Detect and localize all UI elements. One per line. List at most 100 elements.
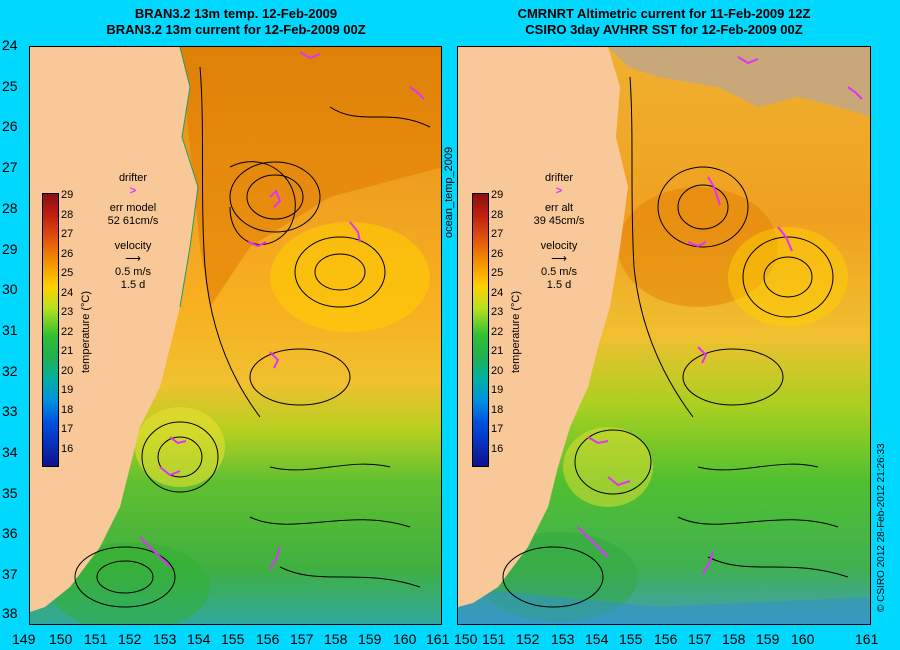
colorbar-tick: 22 xyxy=(61,325,74,338)
current-streamlines xyxy=(74,66,431,608)
colorbar-tick: 26 xyxy=(61,247,74,260)
lon-tick: 149 xyxy=(12,631,36,647)
colorbar-tick: 16 xyxy=(491,442,504,455)
lat-tick: 34 xyxy=(2,444,18,460)
lat-tick: 29 xyxy=(2,241,18,257)
colorbar-tick: 21 xyxy=(491,345,504,357)
left-legend: drifter > err model 52 61cm/s velocity ⟶… xyxy=(98,172,168,292)
drifter-tracks xyxy=(577,56,863,575)
longitude-axis: 149 150 151 152 153 154 155 156 157 158 … xyxy=(0,632,900,648)
land-australia xyxy=(30,47,198,612)
lat-tick: 28 xyxy=(2,200,18,216)
colorbar-tick: 28 xyxy=(61,208,74,221)
lat-tick: 25 xyxy=(2,78,18,94)
lon-tick: 160 xyxy=(393,631,417,647)
colorbar-gradient xyxy=(42,193,59,467)
colorbar-tick: 23 xyxy=(61,306,74,318)
drifter-label: drifter xyxy=(118,172,148,184)
lon-tick: 150 xyxy=(49,631,73,647)
colorbar-tick: 26 xyxy=(491,247,504,260)
copyright: © CSIRO 2012 28-Feb-2012 21:26:33 xyxy=(876,443,887,612)
side-label: ocean_temp_2009 xyxy=(443,146,455,238)
colorbar-tick: 27 xyxy=(491,228,504,240)
colorbar-ticks: 29 28 27 26 25 24 23 22 21 20 19 18 17 1… xyxy=(61,190,73,463)
lon-tick: 154 xyxy=(187,631,211,647)
colorbar-tick: 29 xyxy=(61,189,74,201)
left-title-line2: BRAN3.2 13m current for 12-Feb-2009 00Z xyxy=(106,22,366,37)
lon-tick: 160 xyxy=(791,631,815,647)
colorbar-tick: 22 xyxy=(491,325,504,338)
velocity-arrow: ⟶ xyxy=(125,253,141,265)
velocity-label: velocity xyxy=(114,240,152,252)
right-title-line2: CSIRO 3day AVHRR SST for 12-Feb-2009 00Z xyxy=(525,22,803,37)
lon-tick: 158 xyxy=(324,631,348,647)
colorbar-gradient xyxy=(472,193,489,467)
lon-tick: 152 xyxy=(118,631,142,647)
drifter-tracks xyxy=(139,51,425,570)
lon-tick: 155 xyxy=(221,631,245,647)
lat-tick: 24 xyxy=(2,37,18,53)
velocity-time: 1.5 d xyxy=(120,279,146,291)
colorbar-tick: 24 xyxy=(491,286,504,299)
colorbar-tick: 28 xyxy=(491,208,504,221)
lat-tick: 33 xyxy=(2,403,18,419)
lat-tick: 37 xyxy=(2,566,18,582)
lon-tick: 157 xyxy=(290,631,314,647)
left-map-panel xyxy=(29,46,442,625)
lon-tick: 153 xyxy=(551,631,575,647)
lat-tick: 38 xyxy=(2,605,18,621)
lon-tick: 152 xyxy=(516,631,540,647)
lat-tick: 30 xyxy=(2,281,18,297)
colorbar-tick: 24 xyxy=(61,286,74,299)
warm-eddy-east xyxy=(728,227,848,327)
lon-tick: 156 xyxy=(654,631,678,647)
left-map xyxy=(30,47,441,624)
lon-tick: 156 xyxy=(256,631,280,647)
err-value: 39 45cm/s xyxy=(533,215,585,227)
colorbar-tick: 18 xyxy=(61,403,74,416)
lat-tick: 35 xyxy=(2,485,18,501)
cold-eddy xyxy=(563,427,653,507)
lat-tick: 26 xyxy=(2,118,18,134)
colorbar-tick: 27 xyxy=(61,228,74,240)
velocity-scale: 0.5 m/s xyxy=(114,266,152,278)
colorbar-label: temperature (°C) xyxy=(510,290,522,373)
colorbar-tick: 20 xyxy=(61,364,74,377)
right-title-line1: CMRNRT Altimetric current for 11-Feb-200… xyxy=(517,6,811,21)
velocity-label: velocity xyxy=(540,240,578,252)
lon-tick: 151 xyxy=(84,631,108,647)
velocity-scale: 0.5 m/s xyxy=(540,266,578,278)
left-title: BRAN3.2 13m temp. 12-Feb-2009 BRAN3.2 13… xyxy=(30,6,442,38)
lon-tick: 161 xyxy=(426,631,450,647)
lon-tick: 153 xyxy=(153,631,177,647)
err-label: err alt xyxy=(544,202,574,214)
lon-tick: 155 xyxy=(619,631,643,647)
colorbar-tick: 23 xyxy=(491,306,504,318)
lon-tick: 158 xyxy=(722,631,746,647)
cold-water xyxy=(458,587,870,624)
warm-current-region xyxy=(180,47,441,307)
lon-tick: 151 xyxy=(482,631,506,647)
colorbar-tick: 19 xyxy=(61,384,74,396)
right-map-panel xyxy=(457,46,871,625)
colorbar-tick: 21 xyxy=(61,345,74,357)
colorbar-tick: 16 xyxy=(61,442,74,455)
colorbar-tick: 18 xyxy=(491,403,504,416)
drifter-marker: > xyxy=(129,185,137,197)
left-title-line1: BRAN3.2 13m temp. 12-Feb-2009 xyxy=(134,6,338,21)
lat-tick: 27 xyxy=(2,159,18,175)
right-title: CMRNRT Altimetric current for 11-Feb-200… xyxy=(458,6,870,38)
colorbar-tick: 25 xyxy=(61,267,74,279)
lon-tick: 159 xyxy=(358,631,382,647)
lon-tick: 154 xyxy=(585,631,609,647)
colorbar-ticks: 29 28 27 26 25 24 23 22 21 20 19 18 17 1… xyxy=(491,190,503,463)
drifter-marker: > xyxy=(555,185,563,197)
lon-tick: 159 xyxy=(756,631,780,647)
drifter-label: drifter xyxy=(544,172,574,184)
velocity-time: 1.5 d xyxy=(546,279,572,291)
colorbar-tick: 29 xyxy=(491,189,504,201)
right-map xyxy=(458,47,870,624)
cloud-mask xyxy=(608,47,870,117)
lon-tick: 157 xyxy=(688,631,712,647)
latitude-axis: 24 25 26 27 28 29 30 31 32 33 34 35 36 3… xyxy=(2,38,28,628)
